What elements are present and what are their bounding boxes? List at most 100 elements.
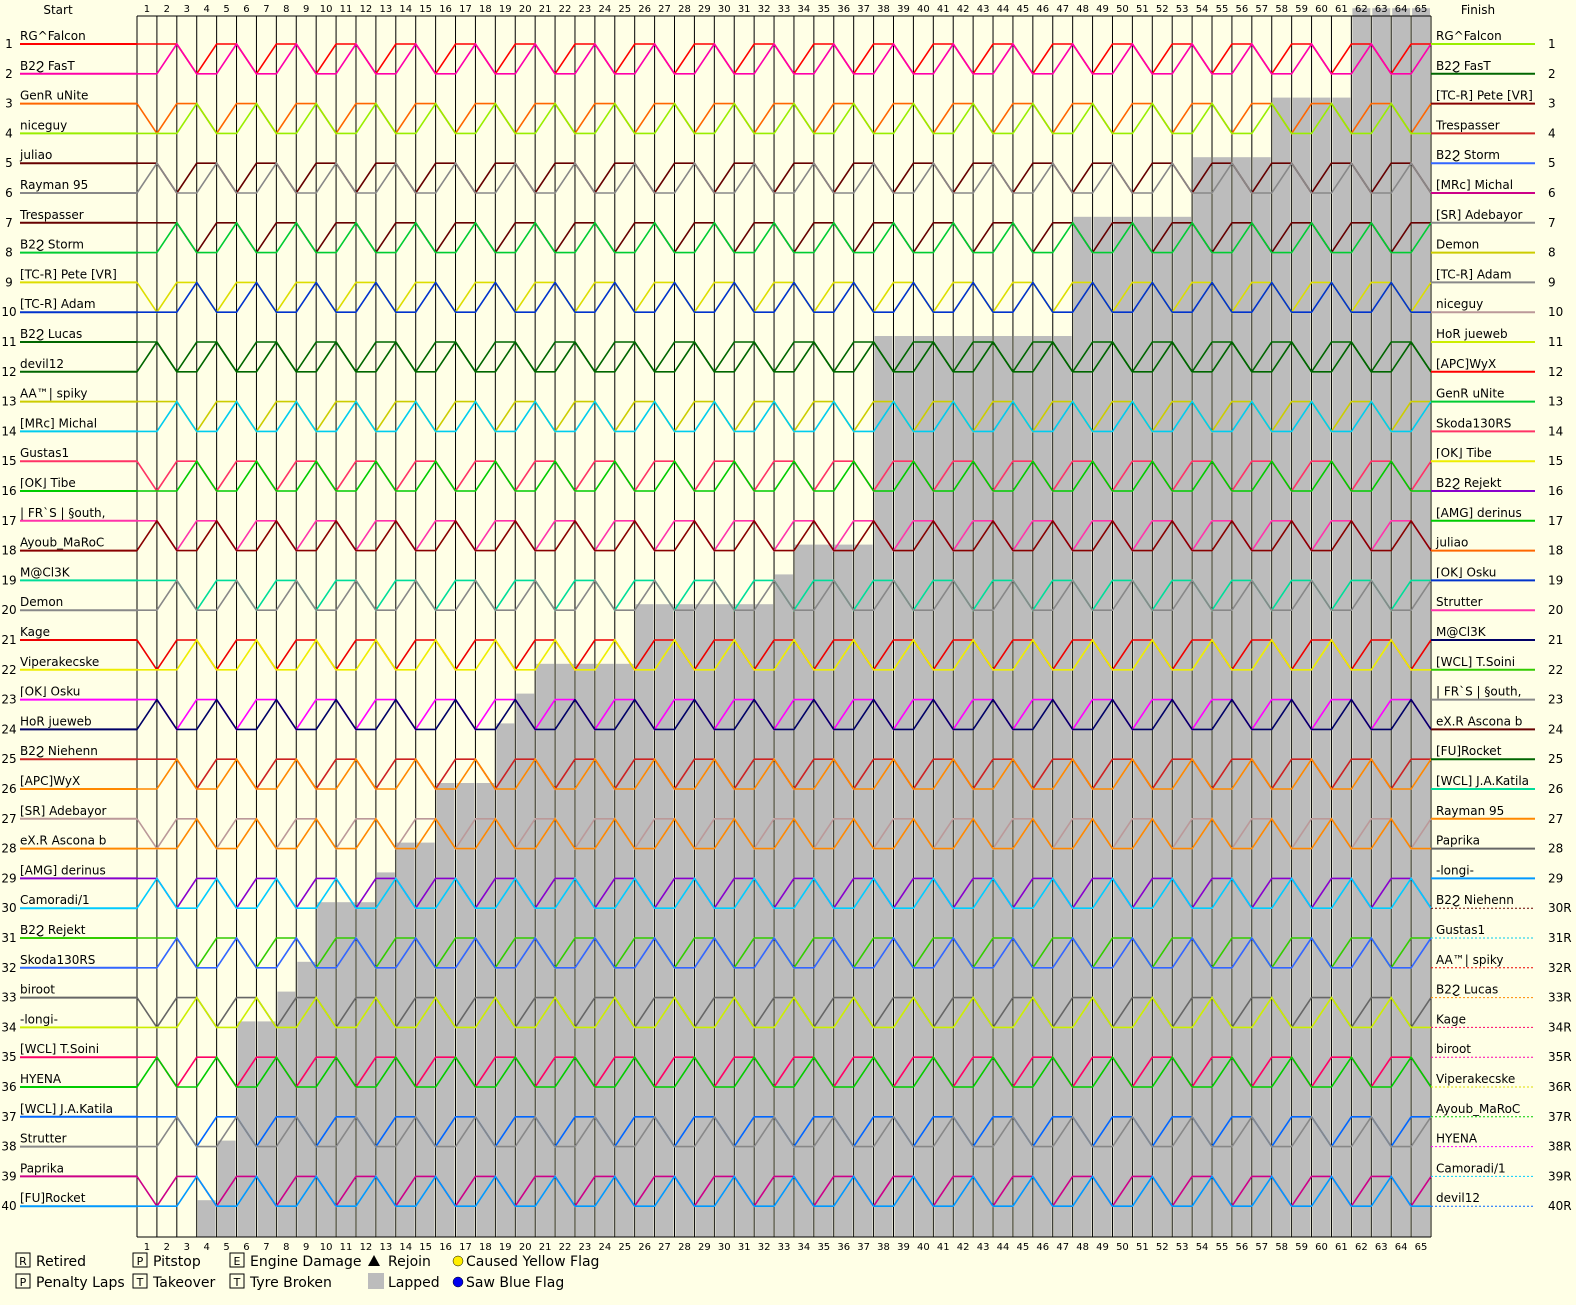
start-position-number: 18	[1, 544, 16, 558]
finish-position-number: 16	[1548, 484, 1563, 498]
start-position-number: 4	[5, 126, 13, 140]
lap-tick-top: 44	[997, 4, 1010, 15]
lap-tick-bottom: 36	[837, 1242, 850, 1253]
start-driver-name: RG^Falcon	[20, 29, 86, 43]
start-position-number: 9	[5, 275, 13, 289]
lapped-bar	[874, 336, 893, 1237]
lapped-bar	[197, 1200, 216, 1237]
lap-tick-top: 18	[479, 4, 492, 15]
lap-tick-bottom: 41	[937, 1242, 950, 1253]
start-position-number: 13	[1, 395, 16, 409]
lap-tick-bottom: 44	[997, 1242, 1010, 1253]
lap-tick-top: 28	[678, 4, 691, 15]
start-position-number: 29	[1, 871, 16, 885]
lap-tick-top: 49	[1096, 4, 1109, 15]
lap-tick-bottom: 1	[144, 1242, 150, 1253]
lapped-bar	[914, 336, 933, 1237]
lap-tick-top: 15	[419, 4, 432, 15]
lap-tick-top: 61	[1335, 4, 1348, 15]
legend-symbol-letter: P	[137, 1255, 144, 1268]
lap-tick-top: 16	[439, 4, 452, 15]
lap-tick-bottom: 46	[1036, 1242, 1049, 1253]
lap-tick-bottom: 32	[758, 1242, 771, 1253]
lapped-bar	[1213, 157, 1231, 1238]
finish-position-number: 10	[1548, 305, 1563, 319]
start-position-number: 32	[1, 961, 16, 975]
lap-tick-top: 47	[1056, 4, 1069, 15]
lap-tick-bottom: 22	[559, 1242, 572, 1253]
start-position-number: 14	[1, 424, 16, 438]
lap-tick-bottom: 17	[459, 1242, 472, 1253]
legend-symbol-box	[229, 1252, 245, 1268]
lapped-bar	[974, 336, 993, 1237]
start-position-number: 12	[1, 365, 16, 379]
lapped-bar	[615, 663, 634, 1237]
finish-driver-name: Skoda130RS	[1436, 416, 1511, 430]
finish-position-number: 32R	[1548, 961, 1572, 975]
start-position-number: 38	[1, 1140, 16, 1154]
driver-position-line	[137, 1115, 1432, 1148]
legend-symbol-letter: P	[20, 1276, 27, 1289]
lapped-bar	[934, 336, 953, 1237]
finish-driver-name: B2Ϩ Niehenn	[1436, 893, 1514, 907]
finish-driver-name: [AMG] derinus	[1436, 506, 1522, 520]
lap-tick-bottom: 23	[579, 1242, 592, 1253]
lap-tick-bottom: 15	[419, 1242, 432, 1253]
lapped-bar	[277, 991, 296, 1237]
start-position-number: 1	[5, 37, 13, 51]
lap-tick-bottom: 3	[184, 1242, 190, 1253]
lap-tick-top: 60	[1315, 4, 1328, 15]
lapped-bar	[894, 336, 913, 1237]
lap-tick-top: 12	[360, 4, 373, 15]
lap-tick-bottom: 61	[1335, 1242, 1348, 1253]
lapped-bar	[1392, 8, 1411, 1238]
legend-lapped-swatch	[368, 1273, 384, 1289]
start-position-number: 39	[1, 1169, 16, 1183]
start-driver-name: Trespasser	[19, 208, 84, 222]
driver-position-line	[136, 698, 1432, 731]
finish-driver-name: Camoradi/1	[1436, 1161, 1506, 1175]
lap-tick-top: 57	[1255, 4, 1268, 15]
start-driver-name: M@Cl3K	[20, 565, 71, 579]
lap-tick-bottom: 62	[1355, 1242, 1368, 1253]
start-position-number: 37	[1, 1110, 16, 1124]
finish-driver-name: Ayoub_MaRoC	[1436, 1102, 1520, 1116]
start-driver-name: Demon	[20, 595, 63, 609]
finish-driver-name: Trespasser	[1435, 118, 1500, 132]
lap-tick-top: 11	[340, 4, 353, 15]
finish-driver-name: [APC]WyX	[1436, 357, 1496, 371]
lap-tick-top: 59	[1295, 4, 1308, 15]
finish-driver-name: GenR uNite	[1436, 387, 1504, 401]
lap-tick-bottom: 11	[340, 1242, 353, 1253]
start-driver-name: [TC-R] Adam	[20, 297, 96, 311]
finish-driver-name: -longi-	[1436, 863, 1474, 877]
finish-position-number: 3	[1548, 97, 1556, 111]
lap-tick-top: 23	[579, 4, 592, 15]
lap-tick-top: 32	[758, 4, 771, 15]
lap-tick-bottom: 56	[1236, 1242, 1249, 1253]
start-position-number: 21	[1, 633, 16, 647]
lap-tick-top: 46	[1036, 4, 1049, 15]
finish-driver-name: Kage	[1436, 1012, 1466, 1026]
start-driver-name: [FU]Rocket	[20, 1191, 86, 1205]
lap-tick-top: 25	[618, 4, 631, 15]
lap-tick-top: 13	[379, 4, 392, 15]
lapped-bar	[1093, 216, 1112, 1238]
finish-position-number: 24	[1548, 722, 1563, 736]
finish-position-number: 25	[1548, 752, 1563, 766]
finish-position-number: 11	[1548, 335, 1563, 349]
lapped-bar	[794, 544, 813, 1237]
lap-tick-top: 62	[1355, 4, 1368, 15]
finish-driver-name: B2Ϩ Rejekt	[1436, 476, 1502, 490]
lapped-bar	[356, 902, 375, 1237]
driver-position-line	[136, 340, 1432, 373]
lap-tick-top: 30	[718, 4, 731, 15]
lap-tick-top: 33	[778, 4, 791, 15]
lapped-bar	[1412, 8, 1430, 1238]
lap-tick-bottom: 38	[877, 1242, 890, 1253]
legend-label: Takeover	[152, 1275, 215, 1291]
start-driver-name: Kage	[20, 625, 50, 639]
legend-label: Penalty Laps	[36, 1275, 125, 1291]
lapped-bar	[1133, 216, 1152, 1238]
